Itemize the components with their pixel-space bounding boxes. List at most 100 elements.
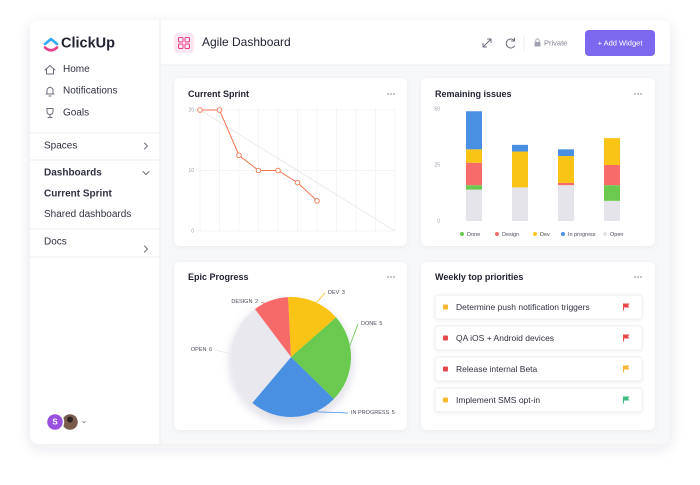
legend-label: In progress — [568, 232, 596, 238]
point — [236, 152, 242, 159]
section-docs[interactable]: Docs — [44, 237, 148, 253]
pie — [231, 297, 351, 418]
icon-bg — [174, 33, 194, 53]
section-dashboards[interactable]: Dashboards — [44, 168, 150, 179]
widget-card — [174, 78, 407, 246]
section-spaces[interactable]: Spaces — [44, 141, 148, 152]
row-bg — [434, 387, 643, 413]
status-dot — [443, 335, 448, 341]
user-avatars[interactable]: S — [45, 412, 86, 432]
bar-segment — [466, 185, 482, 190]
leader-line — [293, 410, 349, 414]
slice-value: 5 — [379, 321, 382, 327]
section-label: Spaces — [44, 141, 77, 152]
widget-menu[interactable] — [634, 276, 642, 278]
bar-segment — [604, 200, 620, 221]
chevron-right — [144, 142, 148, 150]
task-name: Release internal Beta — [456, 364, 538, 374]
refresh-button[interactable] — [505, 37, 515, 49]
y-tick-label: 0 — [437, 218, 440, 224]
bar-segment — [466, 149, 482, 163]
bar-segment — [512, 144, 528, 152]
priority-flag — [623, 334, 630, 342]
pie-slice — [254, 297, 291, 357]
bar-segment — [604, 165, 620, 186]
row-bg — [434, 294, 643, 320]
nav-label: Goals — [63, 108, 89, 119]
y-tick-label: 10 — [188, 168, 194, 174]
nav-label: Notifications — [63, 86, 117, 97]
row-bg — [434, 325, 643, 351]
button-bg — [585, 30, 655, 56]
nav-notifications[interactable]: Notifications — [45, 86, 117, 97]
sub-item[interactable]: Shared dashboards — [44, 209, 131, 220]
task-name: QA iOS + Android devices — [456, 333, 554, 343]
legend-label: Design — [502, 232, 519, 238]
slice-label: DONE 5 — [361, 321, 382, 327]
widget-menu[interactable] — [634, 93, 642, 95]
priority-row[interactable]: Release internal Beta — [434, 356, 643, 382]
task-name: Implement SMS opt-in — [456, 395, 540, 405]
brand: ClickUp — [61, 35, 115, 51]
slice-value: 3 — [342, 290, 345, 296]
pie-slice — [231, 309, 291, 403]
slice-name: IN PROGRESS — [351, 410, 390, 416]
legend-swatch — [495, 232, 499, 236]
bar-segment — [466, 189, 482, 221]
add-widget-button[interactable]: + Add Widget — [585, 30, 655, 56]
expand-button[interactable] — [482, 38, 492, 48]
priority-flag — [623, 365, 630, 373]
legend-swatch — [533, 232, 537, 236]
trophy-icon — [46, 108, 54, 118]
widget-title: Epic Progress — [188, 272, 249, 282]
nav-label: Home — [63, 64, 90, 75]
leader-line — [260, 301, 273, 307]
button-label: + Add Widget — [598, 38, 644, 47]
status-dot — [443, 397, 448, 403]
page-title: Agile Dashboard — [202, 35, 291, 49]
home-icon — [44, 65, 56, 75]
y-tick-label: 50 — [434, 106, 440, 112]
bar-segment — [604, 138, 620, 165]
legend-item: Dev — [533, 232, 550, 238]
avatar-caret — [82, 420, 86, 424]
point — [314, 197, 320, 204]
privacy-toggle[interactable]: Private — [534, 38, 568, 47]
avatar-letter: S — [52, 418, 58, 427]
slice-value: 2 — [255, 299, 258, 305]
legend-item: Design — [495, 232, 519, 238]
priority-row[interactable]: Implement SMS opt-in — [434, 387, 643, 413]
section-label: Dashboards — [44, 168, 102, 179]
point — [197, 107, 203, 113]
point — [216, 107, 223, 113]
widget-menu[interactable] — [387, 93, 395, 95]
status-dot — [443, 304, 448, 310]
leader-line — [214, 349, 238, 356]
pie-slice — [288, 297, 337, 357]
sub-item-active[interactable]: Current Sprint — [44, 189, 112, 200]
slice-label: DEV 3 — [328, 290, 345, 296]
slice-label: OPEN 6 — [191, 347, 212, 353]
priority-row[interactable]: QA iOS + Android devices — [434, 325, 643, 351]
slice-label: IN PROGRESS 5 — [351, 410, 395, 416]
slice-label: DESIGN 2 — [231, 299, 258, 305]
legend-item: Done — [460, 232, 480, 238]
row-bg — [434, 356, 643, 382]
legend-item: In progress — [561, 232, 596, 238]
widget-menu[interactable] — [387, 276, 395, 278]
bar-segment — [558, 182, 574, 186]
chevron-down — [142, 171, 150, 175]
logo[interactable]: ClickUp — [43, 35, 115, 52]
priority-row[interactable]: Determine push notification triggers — [434, 294, 643, 320]
slice-name: DONE — [361, 321, 377, 327]
slice-name: DESIGN — [231, 299, 252, 305]
nav-goals[interactable]: Goals — [46, 108, 89, 119]
lock-body — [534, 42, 541, 47]
widget-title: Weekly top priorities — [435, 272, 523, 282]
nav-home[interactable]: Home — [44, 64, 90, 75]
point — [294, 179, 301, 186]
icon-cell — [184, 37, 190, 43]
